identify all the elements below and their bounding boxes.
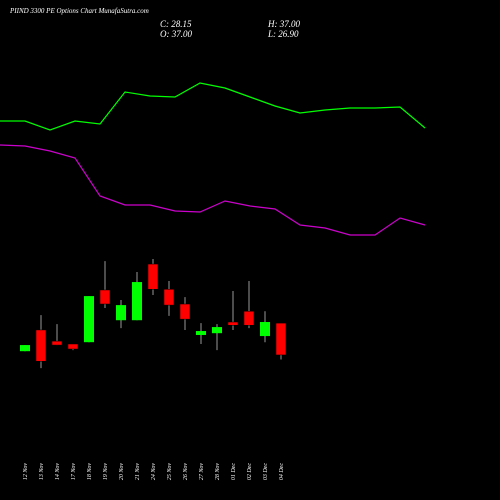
x-tick-label: 03 Dec (263, 463, 269, 480)
candle-body (260, 322, 270, 337)
candle-body (147, 263, 159, 290)
x-tick-label: 18 Nov (87, 463, 93, 481)
x-tick-label: 02 Dec (247, 463, 253, 480)
candle-body (179, 303, 191, 320)
candle-body (163, 289, 175, 306)
x-tick-label: 28 Nov (215, 463, 221, 481)
candle-body (84, 296, 94, 343)
chart-title: PIIND 3300 PE Options Chart MunafaSutra.… (9, 7, 149, 15)
x-tick-label: 27 Nov (199, 463, 205, 481)
open-label: O: 37.00 (160, 29, 192, 39)
x-tick-label: 25 Nov (167, 463, 173, 481)
x-tick-label: 14 Nov (54, 463, 61, 481)
x-tick-label: 12 Nov (23, 463, 29, 481)
candle-body (132, 282, 142, 321)
candle-body (275, 322, 287, 356)
low-label: L: 26.90 (267, 29, 299, 39)
x-tick-label: 26 Nov (183, 463, 189, 481)
candle-body (51, 340, 63, 346)
candle-body (212, 327, 222, 334)
x-tick-label: 13 Nov (39, 463, 45, 481)
x-tick-label: 04 Dec (278, 463, 285, 480)
high-label: H: 37.00 (267, 19, 300, 29)
candle-body (116, 305, 126, 321)
candle-body (67, 343, 79, 350)
candle-body (20, 345, 30, 352)
indicator-line (0, 144, 426, 236)
x-tick-label: 24 Nov (150, 463, 157, 481)
x-tick-label: 17 Nov (71, 463, 77, 481)
indicator-line (0, 82, 426, 131)
x-tick-label: 21 Nov (135, 463, 141, 481)
candle-body (35, 329, 47, 362)
x-tick-label: 01 Dec (231, 463, 237, 480)
x-tick-label: 20 Nov (119, 463, 125, 481)
close-label: C: 28.15 (160, 19, 192, 29)
candle-body (227, 321, 239, 326)
x-tick-label: 19 Nov (103, 463, 109, 481)
candle-body (196, 331, 206, 335)
candle-body (243, 310, 255, 326)
candle-body (99, 289, 111, 305)
